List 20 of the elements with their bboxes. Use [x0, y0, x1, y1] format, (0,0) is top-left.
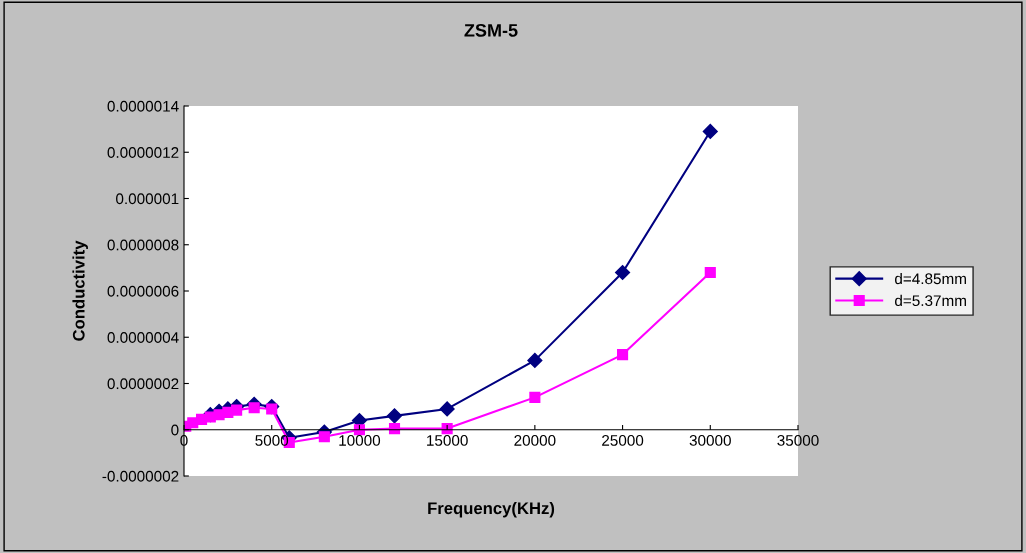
y-tick-label: -0.0000002 — [102, 470, 179, 482]
y-tick-label: 0.000001 — [116, 193, 179, 205]
x-tick-label: 15000 — [427, 435, 468, 446]
y-tick-label: 0.0000014 — [107, 100, 179, 112]
y-tick-label: 0.0000004 — [107, 332, 179, 343]
legend-label: d=5.37mm — [895, 294, 966, 307]
y-tick-label: 0.0000002 — [107, 378, 179, 390]
x-tick-label: 10000 — [339, 435, 381, 446]
x-tick-label: 20000 — [514, 435, 556, 446]
y-tick-label: 0.0000012 — [107, 147, 179, 158]
y-tick-label: 0.0000006 — [107, 285, 179, 297]
x-axis-title: Frequency(KHz) — [428, 501, 555, 518]
y-tick-label: 0 — [171, 424, 179, 436]
x-tick-label: 35000 — [777, 435, 819, 446]
x-tick-label: 25000 — [602, 435, 644, 446]
chart-title: ZSM-5 — [464, 23, 518, 37]
y-tick-label: 0.0000008 — [107, 239, 179, 251]
legend-label: d=4.85mm — [895, 272, 966, 285]
y-axis-title: Conductivity — [72, 240, 88, 341]
x-tick-label: 30000 — [689, 435, 731, 446]
